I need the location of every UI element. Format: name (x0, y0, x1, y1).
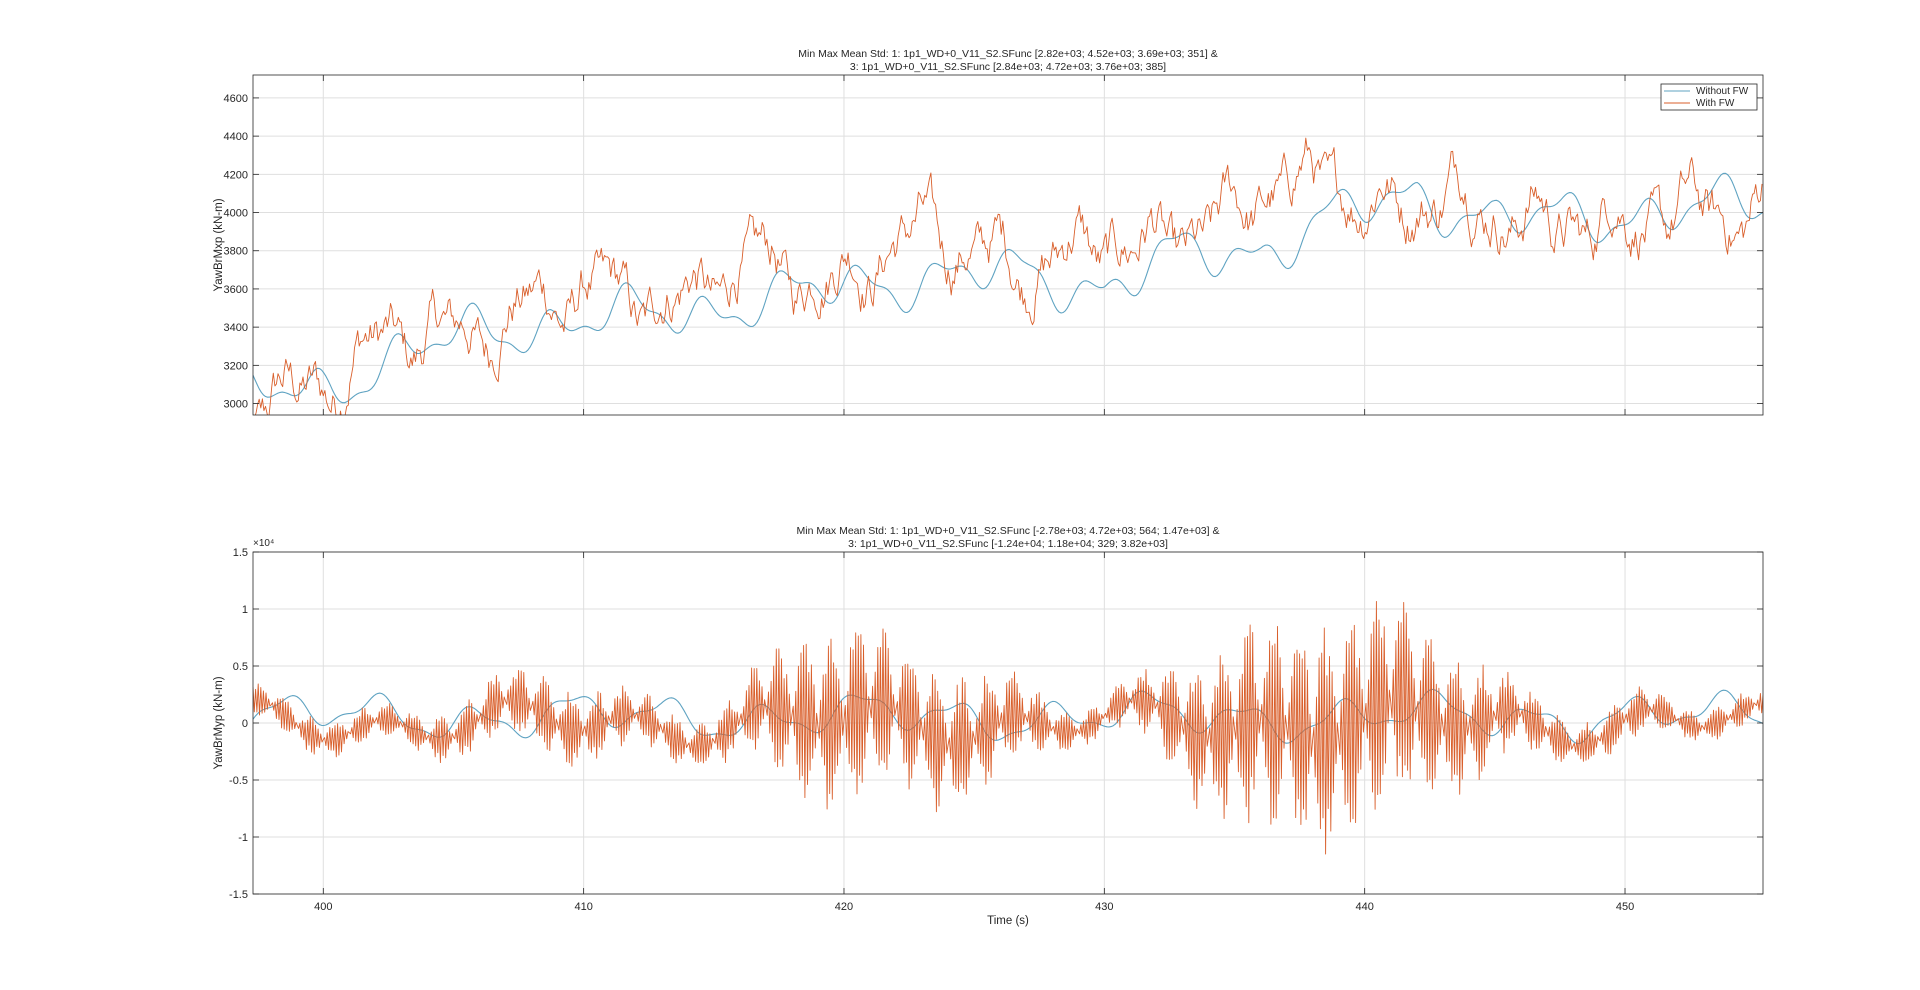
bottom-plot-ticks: 400 410 420 430 440 450 -1.5 -1 -0.5 0 0.5 1 1.5 (229, 547, 1763, 913)
bottom-plot-title-line2: 3: 1p1_WD+0_V11_S2.SFunc [-1.24e+04; 1.1… (848, 538, 1168, 550)
legend-label-with-fw: With FW (1696, 98, 1735, 109)
series-line-with-fw (254, 137, 1763, 415)
top-plot: 3000 3200 3400 3600 3800 4000 4200 4400 4600 Min… (213, 48, 1764, 416)
bottom-plot-xlabel: Time (s) (987, 915, 1029, 927)
y-tick-label: 3000 (224, 399, 248, 411)
x-tick-label: 400 (314, 901, 332, 913)
bottom-plot-series (253, 600, 1763, 855)
x-tick-label: 440 (1355, 901, 1373, 913)
legend[interactable]: Without FW With FW (1660, 83, 1758, 111)
y-tick-label: -1.5 (229, 889, 248, 901)
x-tick-label: 410 (574, 901, 592, 913)
legend-box (1660, 83, 1758, 111)
y-tick-label: 0.5 (233, 661, 248, 673)
series-line-with-fw (253, 600, 1763, 855)
top-plot-frame (252, 74, 1764, 416)
y-tick-label: 4200 (224, 169, 248, 181)
top-plot-background (253, 75, 1763, 415)
x-tick-label: 420 (835, 901, 853, 913)
y-tick-label: 3200 (224, 360, 248, 372)
top-plot-title-line1: Min Max Mean Std: 1: 1p1_WD+0_V11_S2.SFu… (798, 48, 1218, 60)
y-tick-label: 1 (242, 604, 248, 616)
y-tick-label: 0 (242, 718, 248, 730)
y-tick-label: 4600 (224, 93, 248, 105)
y-tick-label: 3600 (224, 284, 248, 296)
x-tick-label: 450 (1616, 901, 1634, 913)
legend-label-without-fw: Without FW (1696, 86, 1749, 97)
bottom-plot: 400 410 420 430 440 450 -1.5 -1 -0.5 0 0.5 1 1.5 Min… (213, 525, 1764, 927)
y-tick-label: 4400 (224, 131, 248, 143)
top-plot-ylabel: YawBrMxp (kN-m) (213, 198, 225, 291)
top-plot-title-line2: 3: 1p1_WD+0_V11_S2.SFunc [2.84e+03; 4.72… (850, 61, 1166, 73)
y-tick-label: 3800 (224, 246, 248, 258)
y-tick-label: 3400 (224, 322, 248, 334)
top-plot-series (253, 137, 1763, 415)
y-tick-label: 4000 (224, 208, 248, 220)
x-tick-label: 430 (1095, 901, 1113, 913)
bottom-plot-exponent-label: ×10⁴ (253, 538, 274, 549)
y-tick-label: -0.5 (229, 775, 248, 787)
y-tick-label: 1.5 (233, 547, 248, 559)
bottom-plot-title-line1: Min Max Mean Std: 1: 1p1_WD+0_V11_S2.SFu… (796, 525, 1219, 537)
top-plot-grid (253, 75, 1763, 415)
y-tick-label: -1 (238, 832, 248, 844)
bottom-plot-ylabel: YawBrMyp (kN-m) (213, 676, 225, 769)
top-plot-ticks: 3000 3200 3400 3600 3800 4000 4200 4400 4600 (224, 75, 1763, 415)
